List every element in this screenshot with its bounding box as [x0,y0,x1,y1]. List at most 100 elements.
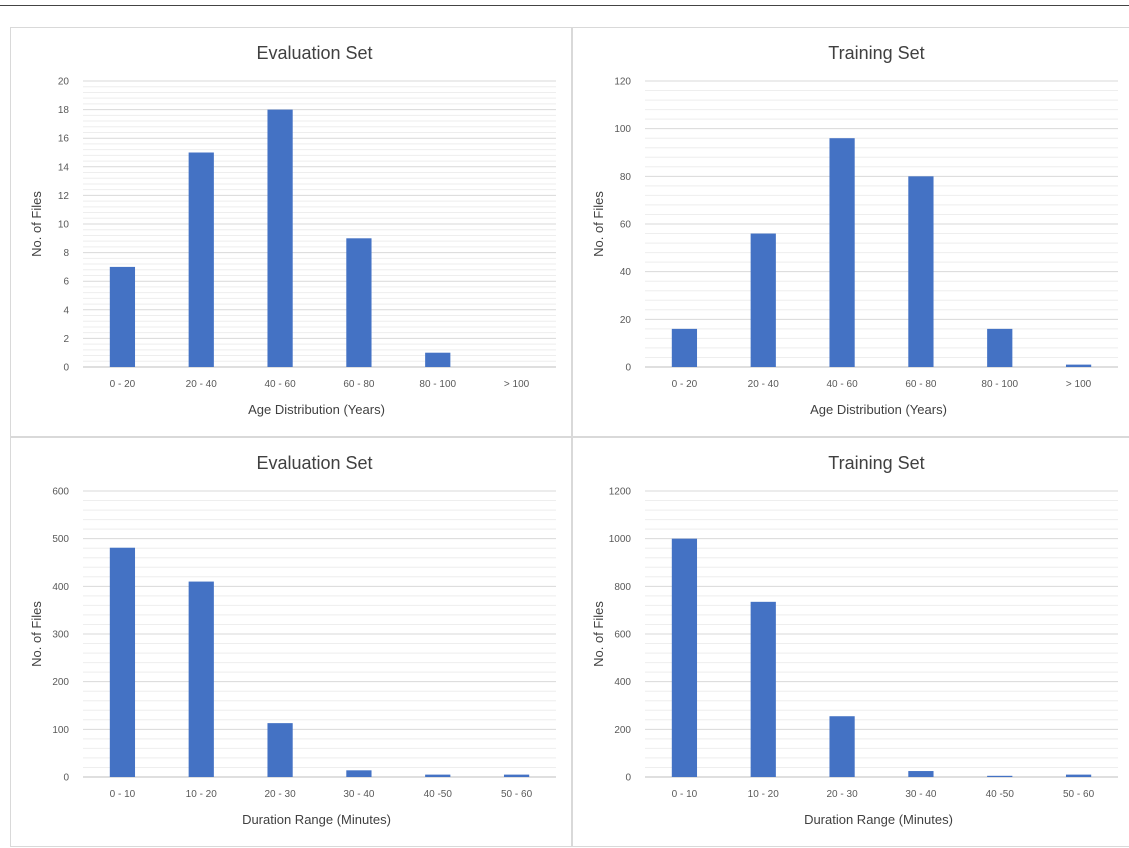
y-tick-label: 20 [620,315,632,326]
y-axis-label: No. of Files [29,601,44,667]
x-tick-label: 40 -50 [986,789,1015,800]
top-rule [0,0,1129,6]
chart-title: Evaluation Set [256,453,372,473]
bar [671,328,698,367]
y-tick-label: 200 [52,677,69,688]
y-tick-label: 6 [63,277,69,288]
bar [346,770,372,777]
x-tick-label: 30 - 40 [905,789,937,800]
y-tick-label: 400 [52,582,69,593]
y-tick-label: 40 [620,267,632,278]
y-tick-label: 400 [614,677,631,688]
y-tick-label: 300 [52,630,69,641]
bar [267,109,293,367]
chart-title: Training Set [828,43,924,63]
x-tick-label: 0 - 20 [110,379,136,390]
x-tick-label: 0 - 10 [110,789,136,800]
bar [987,328,1013,367]
y-axis-label: No. of Files [29,191,44,257]
chart-panel-eval-age: 0 2 4 6 8 10 12 14 16 18 20 0 - 20 20 - 40 40 - 60 60 … [10,27,572,437]
chart-eval-age: 0 2 4 6 8 10 12 14 16 18 20 0 - 20 20 - 40 40 - 60 60 … [29,43,556,417]
y-tick-label: 20 [58,77,70,88]
x-tick-label: 20 - 40 [186,379,218,390]
y-tick-label: 1200 [609,487,632,498]
bar [188,152,214,367]
x-tick-label: 20 - 30 [265,789,297,800]
bar [267,723,293,777]
x-tick-label: 0 - 10 [672,789,698,800]
bar [1065,364,1092,367]
x-tick-label: 10 - 20 [748,789,780,800]
x-tick-label: 20 - 40 [748,379,780,390]
y-tick-label: 100 [52,725,69,736]
y-tick-label: 1000 [609,534,632,545]
y-tick-label: 200 [614,725,631,736]
bar [908,771,934,777]
y-tick-label: 8 [63,248,69,259]
y-axis-label: No. of Files [591,191,606,257]
y-tick-label: 60 [620,220,632,231]
bar [188,581,214,777]
bar [346,238,372,367]
y-tick-label: 800 [614,582,631,593]
y-tick-label: 0 [625,363,631,374]
y-tick-label: 0 [625,773,631,784]
x-tick-label: 20 - 30 [827,789,859,800]
y-axis-label: No. of Files [591,601,606,667]
x-tick-label: 50 - 60 [1063,789,1095,800]
chart-panel-eval-duration: 0 100 200 300 400 500 600 0 - 10 10 - 20 20 - 30 3… [10,437,572,847]
x-tick-label: 40 - 60 [827,379,859,390]
x-axis-label: Duration Range (Minutes) [804,812,953,827]
x-tick-label: 30 - 40 [343,789,375,800]
y-tick-label: 600 [614,630,631,641]
bar [109,266,136,367]
chart-train-duration: 0 200 400 600 800 1000 1200 0 - 10 10 - 20 20 - 3… [591,453,1118,827]
y-tick-label: 4 [63,305,69,316]
y-tick-label: 10 [58,220,70,231]
x-axis-label: Duration Range (Minutes) [242,812,391,827]
x-tick-label: > 100 [504,379,530,390]
chart-title: Evaluation Set [256,43,372,63]
y-tick-label: 14 [58,162,70,173]
y-tick-label: 120 [614,77,631,88]
bar [425,352,451,367]
y-tick-label: 600 [52,487,69,498]
y-tick-label: 2 [63,334,69,345]
bar [750,233,776,367]
x-tick-label: 0 - 20 [672,379,698,390]
bar [829,716,855,777]
bar [987,775,1013,777]
y-tick-label: 100 [614,124,631,135]
x-tick-label: 60 - 80 [343,379,375,390]
x-tick-label: 80 - 100 [981,379,1018,390]
bar [503,774,530,777]
y-tick-label: 16 [58,134,70,145]
y-tick-label: 18 [58,105,70,116]
y-tick-label: 500 [52,534,69,545]
x-tick-label: 50 - 60 [501,789,533,800]
bar [425,774,451,777]
y-tick-label: 0 [63,363,69,374]
y-tick-label: 80 [620,172,632,183]
bar [750,601,776,777]
bar [829,138,855,367]
chart-eval-duration: 0 100 200 300 400 500 600 0 - 10 10 - 20 20 - 30 3… [29,453,556,827]
bar [1065,774,1092,777]
y-tick-label: 12 [58,191,70,202]
x-tick-label: 60 - 80 [905,379,937,390]
x-axis-label: Age Distribution (Years) [248,402,385,417]
x-axis-label: Age Distribution (Years) [810,402,947,417]
bar [671,538,698,777]
bar [109,547,136,777]
chart-title: Training Set [828,453,924,473]
chart-train-age: 0 20 40 60 80 100 120 0 - 20 20 - 40 40 - 60 60 - … [591,43,1118,417]
chart-panel-train-age: 0 20 40 60 80 100 120 0 - 20 20 - 40 40 - 60 60 - … [572,27,1129,437]
x-tick-label: > 100 [1066,379,1092,390]
x-tick-label: 40 - 60 [265,379,297,390]
x-tick-label: 80 - 100 [419,379,456,390]
x-tick-label: 10 - 20 [186,789,218,800]
chart-panel-train-duration: 0 200 400 600 800 1000 1200 0 - 10 10 - 20 20 - 3… [572,437,1129,847]
y-tick-label: 0 [63,773,69,784]
bar [908,176,934,367]
x-tick-label: 40 -50 [424,789,453,800]
